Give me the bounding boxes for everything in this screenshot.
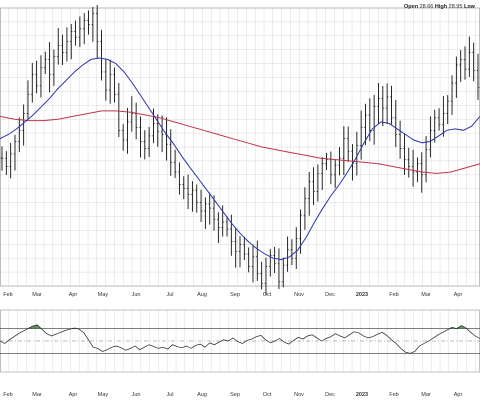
indicator-x-tick-label: Feb xyxy=(389,392,398,398)
price-x-tick-label: Mar xyxy=(421,292,431,298)
price-x-tick-label: Feb xyxy=(389,292,398,298)
fast-moving-average-line xyxy=(0,57,480,261)
indicator-x-tick-label: May xyxy=(98,392,109,398)
indicator-x-tick-label: Apr xyxy=(69,392,78,398)
price-x-tick-label: Dec xyxy=(325,292,335,298)
price-x-tick-label: Oct xyxy=(263,292,272,298)
indicator-x-tick-label: Aug xyxy=(197,392,207,398)
indicator-x-tick-label: Dec xyxy=(325,392,335,398)
indicator-x-tick-label: Apr xyxy=(454,392,463,398)
slow-moving-average-line xyxy=(0,110,480,174)
high-label: High xyxy=(434,4,448,10)
indicator-x-tick-label: Jul xyxy=(166,392,173,398)
open-label: Open xyxy=(404,4,419,10)
indicator-x-tick-label: Nov xyxy=(294,392,304,398)
indicator-x-tick-label: Mar xyxy=(421,392,431,398)
price-x-tick-label: Feb xyxy=(3,292,12,298)
price-x-tick-label: Sep xyxy=(230,292,240,298)
ohlc-info-bar: Open 28.66 High 28.95 Low xyxy=(404,4,475,10)
high-value: 28.95 xyxy=(448,4,463,10)
indicator-x-tick-label: Mar xyxy=(32,392,42,398)
indicator-x-tick-label: Oct xyxy=(263,392,272,398)
price-x-tick-label: Apr xyxy=(69,292,78,298)
indicator-overbought-fill xyxy=(466,327,471,329)
price-x-tick-label: Apr xyxy=(454,292,463,298)
open-value: 28.66 xyxy=(419,4,434,10)
indicator-overbought-fill xyxy=(32,324,38,329)
indicator-x-tick-label: Sep xyxy=(230,392,240,398)
indicator-x-tick-label: Jun xyxy=(132,392,141,398)
indicator-overbought-fill xyxy=(37,324,42,329)
price-x-tick-label: Aug xyxy=(197,292,207,298)
price-x-tick-label: May xyxy=(98,292,109,298)
price-x-tick-label: Jun xyxy=(132,292,141,298)
indicator-x-tick-label: 2023 xyxy=(356,392,368,398)
low-label: Low xyxy=(463,4,475,10)
indicator-line xyxy=(0,324,480,354)
indicator-x-tick-label: Feb xyxy=(3,392,12,398)
price-x-tick-label: Nov xyxy=(294,292,304,298)
price-x-tick-label: Mar xyxy=(32,292,42,298)
price-x-tick-label: Jul xyxy=(166,292,173,298)
price-x-tick-label: 2023 xyxy=(356,292,368,298)
